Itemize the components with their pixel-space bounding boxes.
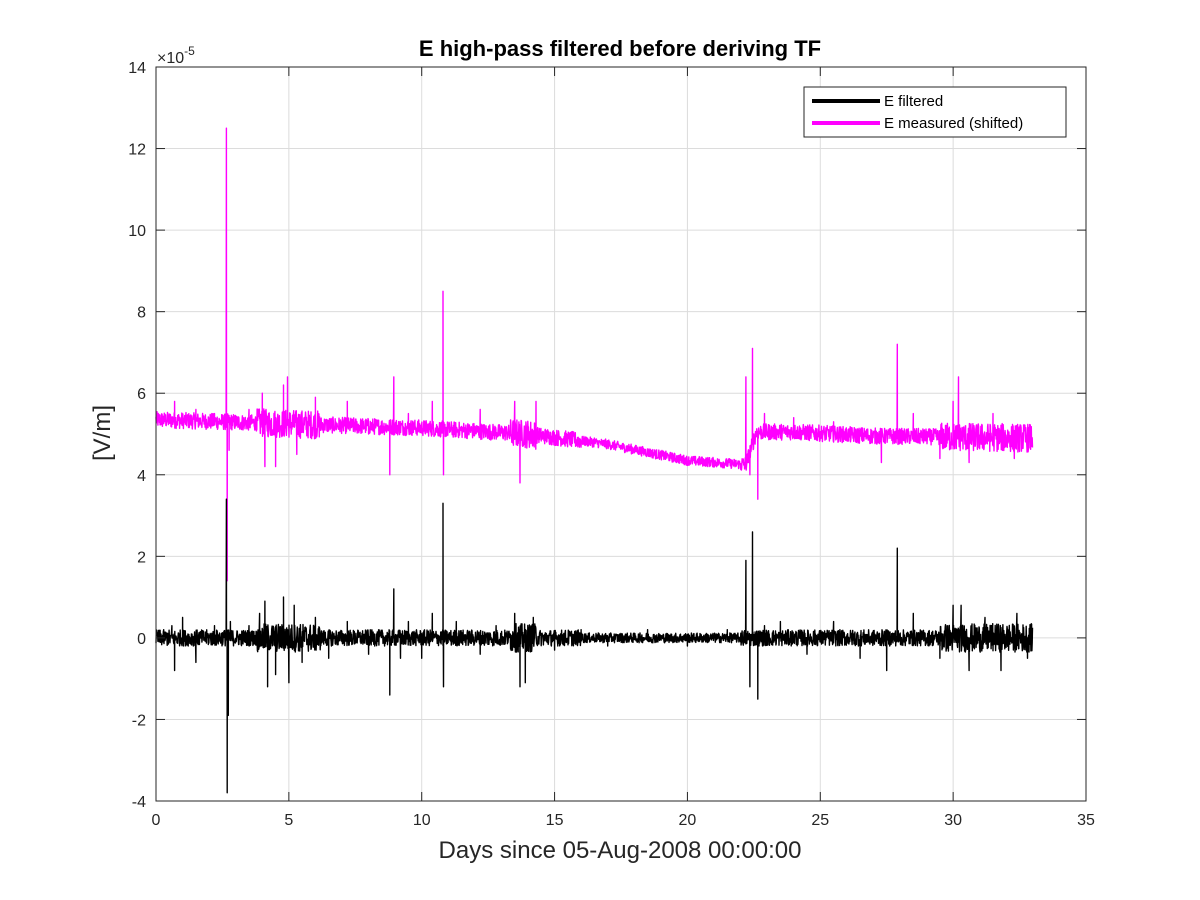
x-tick-label: 35 xyxy=(1077,812,1095,829)
x-tick-label: 15 xyxy=(546,812,564,829)
x-tick-label: 25 xyxy=(811,812,829,829)
tick-layer: 0 5 10 15 20 25 30 35 -4 -2 0 2 4 6 8 10 12 14 xyxy=(128,60,1095,829)
series-line-e-filtered xyxy=(155,498,1034,794)
y-tick-label: 14 xyxy=(128,60,146,77)
chart-title: E high-pass filtered before deriving TF xyxy=(419,36,821,61)
legend-label-e-measured: E measured (shifted) xyxy=(884,115,1023,132)
series-layer xyxy=(155,127,1034,794)
y-tick-label: 8 xyxy=(137,305,146,322)
y-axis-exponent: ×10-5 xyxy=(157,44,195,67)
x-tick-label: 20 xyxy=(679,812,697,829)
x-tick-label: 30 xyxy=(944,812,962,829)
y-tick-label: 6 xyxy=(137,386,146,403)
y-tick-label: -2 xyxy=(132,712,146,729)
series-line-e-measured xyxy=(155,127,1034,582)
y-tick-label: -4 xyxy=(132,794,146,811)
x-axis-label: Days since 05-Aug-2008 00:00:00 xyxy=(439,837,802,864)
y-tick-label: 4 xyxy=(137,468,146,485)
y-axis-label: [V/m] xyxy=(89,405,116,461)
x-tick-label: 10 xyxy=(413,812,431,829)
y-tick-label: 12 xyxy=(128,142,146,159)
x-tick-label: 0 xyxy=(152,812,161,829)
legend: E filtered E measured (shifted) xyxy=(803,86,1067,138)
y-exponent-base: ×10 xyxy=(157,50,184,67)
axes-box xyxy=(155,66,1087,802)
legend-box xyxy=(803,86,1067,138)
y-tick-label: 10 xyxy=(128,223,146,240)
y-tick-label: 2 xyxy=(137,549,146,566)
y-tick-label: 0 xyxy=(137,631,146,648)
legend-label-e-filtered: E filtered xyxy=(884,93,943,110)
y-exponent-power: -5 xyxy=(184,44,195,58)
x-tick-label: 5 xyxy=(284,812,293,829)
